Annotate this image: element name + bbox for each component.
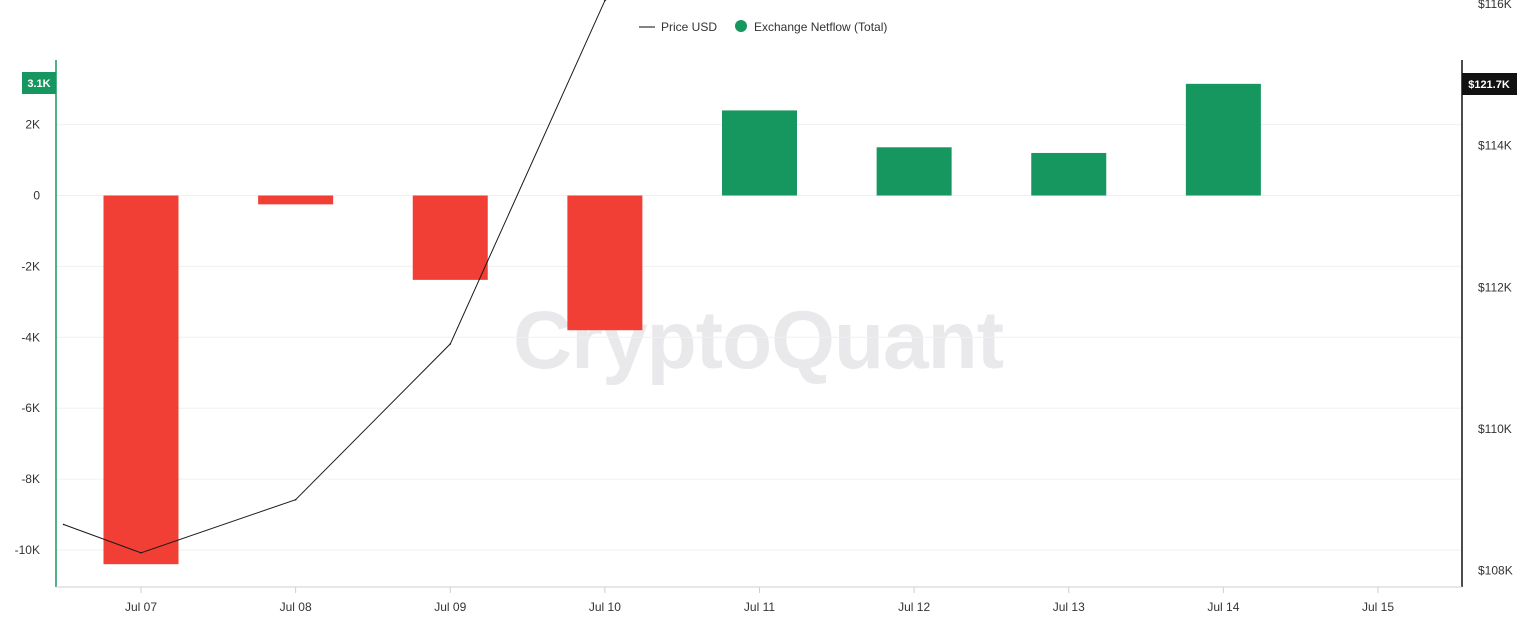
left-current-badge: 3.1K: [22, 72, 56, 94]
legend-label-netflow: Exchange Netflow (Total): [754, 20, 887, 34]
right-tick-label: $114K: [1478, 139, 1512, 153]
right-badge-bg: [1462, 73, 1517, 95]
netflow-bar[interactable]: [722, 110, 797, 196]
x-tick-label: Jul 10: [589, 600, 621, 614]
legend-item-netflow[interactable]: Exchange Netflow (Total): [735, 20, 887, 34]
price-point: [294, 498, 297, 501]
price-line-path[interactable]: [63, 0, 1224, 554]
price-point: [140, 552, 142, 554]
price-point: [449, 343, 452, 345]
left-tick-label: -2K: [21, 259, 40, 273]
left-badge-bg: [22, 72, 56, 94]
left-tick-label: -10K: [15, 543, 40, 557]
netflow-bar[interactable]: [567, 195, 643, 331]
right-tick-label: $110K: [1478, 422, 1512, 436]
left-axis-ticks: 2K 0 -2K -4K -6K -8K -10K: [15, 118, 41, 557]
price-line: [62, 0, 1224, 554]
dot-marker-icon: [735, 20, 747, 32]
right-badge-label: $121.7K: [1468, 79, 1510, 91]
right-tick-label: $112K: [1478, 280, 1512, 294]
price-point: [62, 523, 65, 526]
left-tick-label: -6K: [21, 401, 40, 415]
netflow-bar[interactable]: [1185, 83, 1261, 196]
legend-label-price: Price USD: [661, 20, 717, 34]
x-tick-label: Jul 09: [434, 600, 466, 614]
x-tick-label: Jul 12: [898, 600, 930, 614]
x-tick-label: Jul 08: [280, 600, 312, 614]
x-tick-label: Jul 13: [1053, 600, 1085, 614]
netflow-bar[interactable]: [412, 195, 488, 280]
left-tick-label: -8K: [21, 472, 40, 486]
left-tick-label: 0: [33, 189, 40, 203]
left-tick-label: 2K: [25, 118, 40, 132]
left-badge-label: 3.1K: [27, 78, 50, 90]
right-tick-label: $108K: [1478, 564, 1513, 578]
netflow-bars: [103, 83, 1261, 565]
netflow-bar[interactable]: [258, 195, 334, 205]
netflow-bar[interactable]: [1031, 152, 1107, 196]
x-tick-label: Jul 14: [1207, 600, 1239, 614]
right-axis-ticks: $120K$118K$116K$114K$112K$110K$108K: [1478, 0, 1513, 578]
legend: Price USD Exchange Netflow (Total): [639, 20, 887, 34]
right-current-badge: $121.7K: [1462, 73, 1517, 95]
x-axis-ticks: Jul 07 Jul 08 Jul 09 Jul 10 Jul 11 Jul 12 Jul …: [125, 587, 1394, 614]
right-tick-label: $116K: [1478, 0, 1512, 11]
price-point: [604, 0, 606, 2]
x-tick-label: Jul 15: [1362, 600, 1394, 614]
x-tick-label: Jul 07: [125, 600, 157, 614]
left-tick-label: -4K: [21, 330, 40, 344]
netflow-bar[interactable]: [876, 147, 952, 196]
legend-item-price[interactable]: Price USD: [639, 20, 717, 34]
x-tick-label: Jul 11: [744, 600, 775, 614]
netflow-bar[interactable]: [103, 195, 179, 565]
